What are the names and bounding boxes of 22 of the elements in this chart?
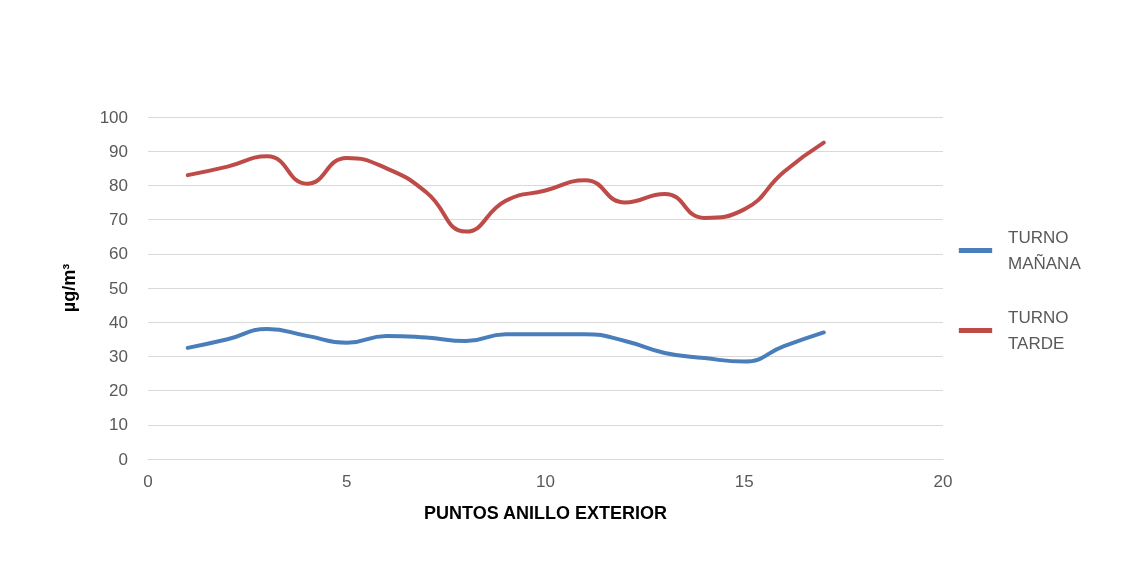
legend-label: TURNO TARDE xyxy=(1008,308,1074,353)
x-axis-title: PUNTOS ANILLO EXTERIOR xyxy=(423,503,668,523)
x-tick-label: 10 xyxy=(536,472,555,491)
y-axis-title: µg/m³ xyxy=(59,263,79,313)
x-tick-label: 15 xyxy=(734,472,754,491)
legend-label: TURNO MAÑANA xyxy=(1008,228,1082,273)
y-tick-label: 80 xyxy=(109,175,128,195)
y-tick-label: 20 xyxy=(109,381,128,401)
x-tick-label: 20 xyxy=(933,472,953,491)
y-tick-label: 100 xyxy=(99,107,128,127)
y-tick-label: 10 xyxy=(109,415,128,435)
line-series xyxy=(185,140,826,234)
y-tick-label: 30 xyxy=(109,346,128,366)
y-tick-label: 60 xyxy=(109,244,128,264)
y-tick-label: 90 xyxy=(109,141,128,161)
y-tick-label: 40 xyxy=(109,312,128,332)
x-tick-label: 0 xyxy=(143,472,153,491)
line-series xyxy=(185,327,826,364)
x-tick-label: 5 xyxy=(342,472,352,491)
y-tick-label: 50 xyxy=(109,278,128,298)
y-tick-label: 70 xyxy=(109,210,128,230)
y-tick-label: 0 xyxy=(118,449,128,469)
